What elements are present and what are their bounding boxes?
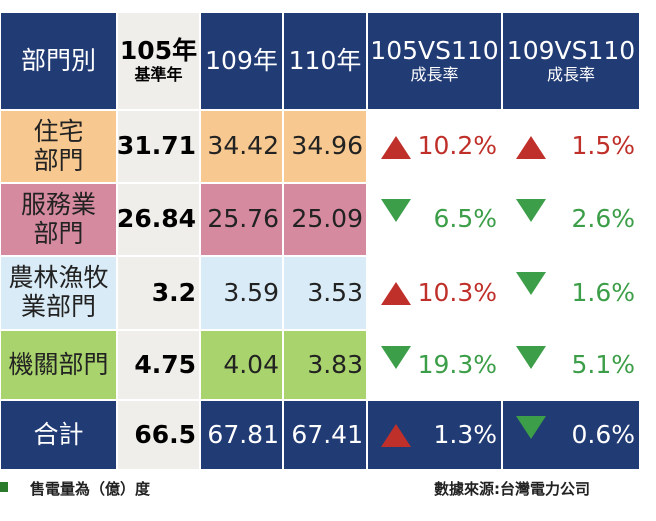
growth-text: 6.5% [433, 204, 497, 234]
row-label: 機關部門 [0, 330, 117, 400]
up-arrow [516, 135, 546, 159]
header-text: 成長率 [546, 65, 595, 85]
growth-cell: 0.6% [502, 400, 640, 470]
value-text: 67.81 [207, 419, 279, 449]
growth-cell: 10.2% [367, 110, 502, 183]
down-arrow [381, 346, 411, 369]
value-text: 67.41 [291, 419, 363, 449]
down-arrow [381, 199, 411, 222]
up-arrow [381, 282, 411, 305]
row-label: 農林漁牧 業部門 [0, 256, 117, 330]
value-cell: 31.71 [117, 110, 200, 183]
up-arrow [381, 135, 411, 159]
row-label-text: 住宅 [33, 116, 84, 146]
growth-cell: 10.3% [367, 256, 502, 330]
growth-text: 10.3% [417, 277, 497, 307]
growth-text: 19.3% [417, 349, 497, 379]
growth-cell: 6.5% [367, 183, 502, 256]
value-text: 26.84 [116, 204, 196, 234]
header-text: 部門別 [20, 45, 96, 75]
growth-cell: 1.3% [367, 400, 502, 470]
source-note: 數據來源:台灣電力公司 [434, 480, 590, 498]
value-text: 34.96 [291, 131, 363, 161]
value-cell: 34.96 [283, 110, 367, 183]
value-cell: 67.41 [283, 400, 367, 470]
unit-note: 售電量為（億）度 [30, 480, 151, 498]
up-arrow [381, 424, 411, 447]
value-text: 3.2 [151, 277, 196, 307]
header-cell: 部門別 [0, 12, 117, 110]
header-text: 基準年 [134, 65, 183, 85]
value-cell: 26.84 [117, 183, 200, 256]
row-label-text: 農林漁牧 [8, 263, 109, 293]
growth-text: 10.2% [417, 131, 497, 161]
header-text: 109年 [205, 45, 278, 75]
value-cell: 3.59 [200, 256, 283, 330]
value-text: 34.42 [207, 131, 279, 161]
value-text: 25.09 [291, 204, 363, 234]
growth-cell: 5.1% [502, 330, 640, 400]
header-text: 105VS110 [370, 36, 499, 66]
value-text: 4.75 [134, 349, 196, 379]
row-label: 服務業 部門 [0, 183, 117, 256]
growth-text: 5.1% [571, 349, 635, 379]
row-label-text: 部門 [33, 145, 84, 175]
value-cell: 4.75 [117, 330, 200, 400]
down-arrow [516, 199, 546, 222]
row-label-text: 機關部門 [8, 349, 109, 379]
legend-square [0, 482, 8, 492]
row-label-text: 服務業 [20, 189, 96, 219]
header-cell: 109年 [200, 12, 283, 110]
growth-text: 0.6% [571, 419, 635, 449]
value-cell: 67.81 [200, 400, 283, 470]
value-cell: 4.04 [200, 330, 283, 400]
row-label: 合計 [0, 400, 117, 470]
row-label-text: 合計 [33, 419, 84, 449]
growth-cell: 2.6% [502, 183, 640, 256]
row-label-text: 部門 [33, 218, 84, 248]
growth-text: 2.6% [571, 204, 635, 234]
value-cell: 3.53 [283, 256, 367, 330]
growth-text: 1.3% [433, 419, 497, 449]
down-arrow [516, 346, 546, 369]
growth-text: 1.5% [571, 131, 635, 161]
growth-cell: 1.5% [502, 110, 640, 183]
header-text: 成長率 [410, 65, 459, 85]
header-text: 109VS110 [506, 36, 636, 66]
down-arrow [516, 416, 546, 439]
value-text: 66.5 [134, 419, 196, 449]
value-text: 4.04 [223, 349, 279, 379]
value-cell: 3.83 [283, 330, 367, 400]
value-text: 3.83 [307, 349, 363, 379]
header-text: 110年 [288, 45, 362, 75]
value-text: 3.59 [223, 277, 279, 307]
value-cell: 66.5 [117, 400, 200, 470]
value-cell: 34.42 [200, 110, 283, 183]
header-cell: 110年 [283, 12, 367, 110]
row-label-text: 業部門 [20, 292, 96, 321]
header-cell: 105年 基準年 [117, 12, 200, 110]
header-cell: 109VS110 成長率 [502, 12, 640, 110]
value-cell: 3.2 [117, 256, 200, 330]
value-text: 3.53 [307, 277, 363, 307]
row-label: 住宅 部門 [0, 110, 117, 183]
header-cell: 105VS110 成長率 [367, 12, 502, 110]
growth-text: 1.6% [571, 277, 635, 307]
value-text: 31.71 [116, 131, 196, 161]
value-cell: 25.76 [200, 183, 283, 256]
growth-cell: 1.6% [502, 256, 640, 330]
header-text: 105年 [119, 36, 198, 66]
value-text: 25.76 [207, 204, 279, 234]
down-arrow [516, 272, 546, 295]
value-cell: 25.09 [283, 183, 367, 256]
growth-cell: 19.3% [367, 330, 502, 400]
